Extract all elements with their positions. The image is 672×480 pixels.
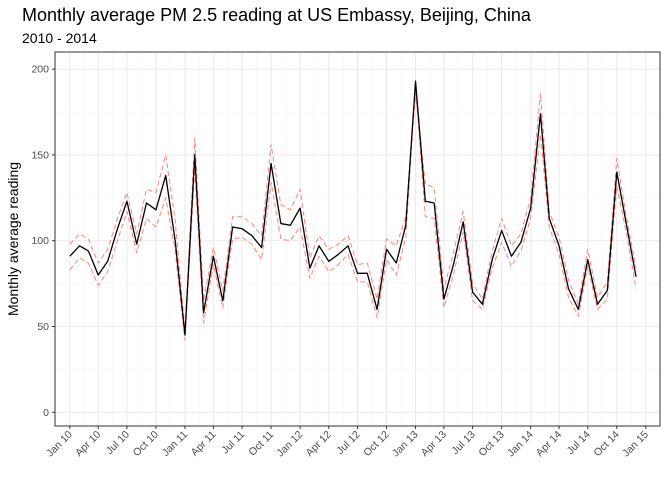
x-tick-label: Jul 14	[565, 429, 593, 457]
confidence-bound-line	[69, 85, 637, 341]
chart-title: Monthly average PM 2.5 reading at US Emb…	[22, 5, 531, 25]
x-tick-label: Jan 13	[390, 429, 421, 460]
x-tick-label: Jul 10	[104, 429, 132, 457]
x-tick-label: Apr 13	[419, 429, 449, 459]
y-tick-label: 100	[31, 235, 49, 247]
series-layer	[69, 80, 637, 341]
x-tick-label: Jan 10	[44, 429, 75, 460]
x-tick-label: Jan 12	[274, 429, 305, 460]
x-tick-label: Oct 12	[361, 429, 391, 459]
x-tick-label: Oct 13	[476, 429, 506, 459]
x-tick-label: Jul 11	[219, 429, 247, 457]
y-tick-label: 200	[31, 64, 49, 76]
x-tick-label: Jul 12	[334, 429, 362, 457]
x-tick-label: Apr 14	[534, 429, 564, 459]
x-tick-label: Oct 14	[592, 429, 622, 459]
grid-major	[55, 52, 660, 426]
x-tick-label: Jul 13	[449, 429, 477, 457]
x-tick-label: Oct 10	[131, 429, 161, 459]
y-axis-title: Monthly average reading	[5, 162, 21, 316]
x-tick-label: Jan 15	[620, 429, 651, 460]
x-tick-label: Apr 11	[189, 429, 219, 459]
x-tick-label: Apr 12	[304, 429, 334, 459]
monthly-average-line	[69, 80, 637, 336]
chart-subtitle: 2010 - 2014	[22, 30, 97, 46]
x-tick-label: Jan 14	[505, 429, 536, 460]
y-tick-label: 150	[31, 149, 49, 161]
x-tick-label: Jan 11	[160, 429, 190, 459]
confidence-bound-line	[69, 92, 637, 333]
y-tick-label: 0	[43, 407, 49, 419]
x-tick-label: Apr 10	[73, 429, 103, 459]
y-axis: 0 50 100 150 200	[31, 64, 55, 419]
y-tick-label: 50	[37, 321, 49, 333]
x-tick-label: Oct 11	[246, 429, 276, 459]
